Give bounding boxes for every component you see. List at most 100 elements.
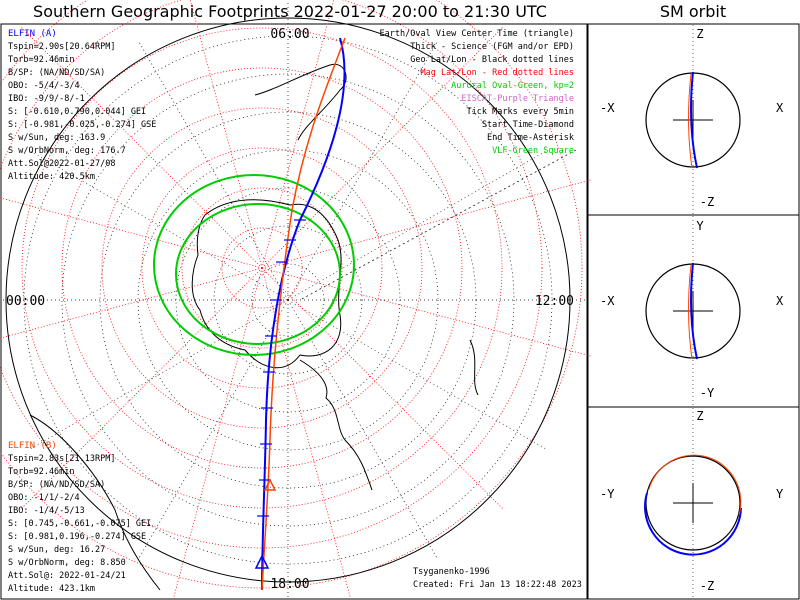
footprint-tracks (254, 37, 577, 591)
continent-coast (254, 63, 347, 141)
geo-lat-circle (61, 73, 515, 527)
elfin-a-name: ELFIN (A) (8, 29, 57, 39)
antarctica-coast (191, 199, 342, 369)
mag-lat-circle (141, 147, 383, 389)
elfin-a-line: S: [-0.981,-0.025,-0.274] GSE (8, 120, 156, 130)
model-label: Tsyganenko-1996 (413, 567, 490, 577)
axis-label-right: X (776, 294, 784, 308)
mag-lat-circle (61, 67, 463, 469)
island-coast (469, 339, 479, 396)
auroral-oval-outer (153, 174, 355, 356)
elfin-a-line: IBO: -9/9/-8/-1 (8, 94, 85, 104)
legend-item: Start Time-Diamond (482, 120, 574, 130)
legend-item: VLF-Green Square (492, 146, 574, 156)
time-label-top: 06:00 (270, 27, 309, 42)
continent-coast (29, 414, 161, 591)
legend-item: EISCAT-Purple Triangle (461, 94, 574, 104)
mag-lat-circle (0, 0, 583, 589)
mag-lat-circle (21, 27, 503, 509)
legend-item: Auroral Oval-Green, kp=2 (451, 81, 574, 91)
time-label-left: 00:00 (6, 294, 45, 309)
elfin-b-center-triangle (263, 478, 277, 491)
axis-label-left: -Y (600, 487, 615, 501)
elfin-b-line: Att.Sol@: 2022-01-24/21 (8, 571, 126, 581)
legend-item: End Time-Asterisk (487, 133, 574, 143)
elfin-a-line: Tspin=2.90s[20.64RPM] (8, 42, 115, 52)
orbit-title: SM orbit (660, 2, 726, 21)
legend-item: Mag Lat/Lon - Red dotted lines (420, 68, 574, 78)
axis-label-bottom: -Z (700, 579, 714, 593)
mag-lon-line (261, 267, 591, 357)
mag-lon-line (0, 267, 263, 339)
elfin-b-orbit (648, 454, 742, 516)
elfin-a-orbit (689, 262, 698, 360)
mag-lat-circle (181, 187, 343, 349)
mag-lat-circle (0, 0, 543, 549)
mag-lon-line (261, 179, 591, 269)
elfin-b-line: S: [0.745,-0.661,-0.075] GEI (8, 519, 151, 529)
orbit-panel-frame (587, 406, 800, 600)
geo-lat-circle (213, 225, 363, 375)
mag-lon-line (261, 267, 503, 509)
axis-label-top: Y (696, 219, 704, 233)
geo-lon-line (287, 149, 548, 301)
elfin-b-line: IBO: -1/4/-5/13 (8, 506, 85, 516)
map-grid (0, 0, 591, 600)
geo-lon-line (287, 299, 548, 451)
axis-label-right: X (776, 101, 784, 115)
time-label-right: 12:00 (535, 294, 574, 309)
earth-limb (5, 17, 571, 583)
map-frame (0, 23, 588, 600)
axis-label-left: -X (600, 294, 615, 308)
mag-lon-line (189, 0, 263, 269)
elfin-b-line: Altitude: 423.1km (8, 584, 95, 594)
auroral-oval (153, 174, 355, 356)
elfin-b-name: ELFIN (B) (8, 441, 57, 451)
elfin-a-line: OBO: -5/4/-3/4 (8, 81, 80, 91)
elfin-b-orbit (687, 264, 693, 360)
axis-label-right: Y (776, 487, 784, 501)
orbit-drawings (644, 25, 742, 598)
auroral-oval-inner (175, 203, 341, 345)
elfin-a-line: S w/Sun, deg: 163.9 (8, 133, 105, 143)
elfin-a-track (261, 37, 346, 591)
legend-item: Earth/Oval View Center Time (triangle) (380, 29, 574, 39)
elfin-b-line: S w/OrbNorm, deg: 8.850 (8, 558, 126, 568)
elfin-a-line: Torb=92.46min (8, 55, 75, 65)
elfin-a-line: S: [-0.610,0.790,0.044] GEI (8, 107, 146, 117)
elfin-a-line: Altitude: 420.5km (8, 172, 95, 182)
legend: Earth/Oval View Center Time (triangle) T… (380, 29, 574, 156)
mag-lon-line (0, 197, 263, 269)
mag-lat-circle (221, 227, 303, 309)
elfin-b-line: B/SP: (NA/ND/SD/SA) (8, 480, 105, 490)
elfin-b-line: Tspin=2.83s[21.13RPM] (8, 454, 115, 464)
elfin-a-center-triangle (254, 554, 270, 569)
elfin-b-line: S: [0.981,0.196,-0.274] GSE (8, 532, 146, 542)
axis-label-top: Z (696, 409, 703, 423)
elfin-a-line: S w/OrbNorm, deg: 176.7 (8, 146, 126, 156)
elfin-a-line: B/SP: (NA/ND/SD/SA) (8, 68, 105, 78)
mag-lon-line (173, 267, 263, 597)
elfin-a-orbit (644, 492, 742, 556)
legend-item: Thick - Science (FGM and/or EPD) (410, 42, 574, 52)
legend-item: Tick Marks every 5min (467, 107, 574, 117)
mag-lat-circle (101, 107, 423, 429)
legend-item: Geo Lat/Lon - Black dotted lines (410, 55, 574, 65)
axis-label-bottom: -Y (700, 386, 715, 400)
orbit-panel-3: Z -Z -Y Y (587, 406, 800, 600)
figure-title: Southern Geographic Footprints 2022-01-2… (33, 2, 547, 21)
elfin-b-line: Torb=92.46min (8, 467, 75, 477)
axis-label-top: Z (696, 27, 703, 41)
created-label: Created: Fri Jan 13 18:22:48 2023 (413, 580, 582, 590)
elfin-b-line: OBO: -1/1/-2/4 (8, 493, 80, 503)
peninsula-coast (299, 359, 373, 491)
elfin-b-orbit (687, 73, 693, 169)
elfin-a-orbit (689, 71, 698, 169)
elfin-b-info: ELFIN (B) Tspin=2.83s[21.13RPM] Torb=92.… (8, 441, 151, 594)
guide-line (299, 149, 577, 301)
geo-lat-circle (137, 149, 439, 451)
time-label-bottom: 18:00 (270, 577, 309, 592)
elfin-b-track (261, 37, 346, 591)
elfin-a-info: ELFIN (A) Tspin=2.90s[20.64RPM] Torb=92.… (8, 29, 156, 182)
